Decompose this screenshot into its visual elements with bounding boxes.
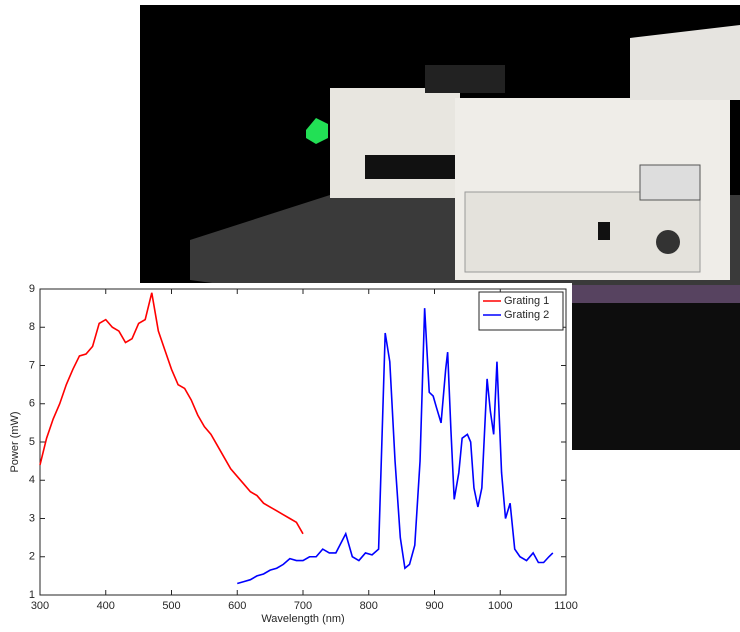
table-edge [560, 303, 740, 450]
brand-plate [365, 155, 457, 179]
series-line [39, 292, 304, 535]
fan [425, 65, 505, 93]
legend-label: Grating 2 [504, 309, 549, 321]
housing-left [330, 88, 460, 198]
x-tick-label: 300 [31, 600, 49, 612]
y-tick-label: 6 [29, 398, 35, 410]
y-tick-label: 2 [29, 551, 35, 563]
x-tick-label: 900 [425, 600, 443, 612]
legend-label: Grating 1 [504, 295, 549, 307]
x-tick-label: 400 [97, 600, 115, 612]
y-tick-label: 7 [29, 359, 35, 371]
label-plate [639, 164, 701, 201]
x-axis-label: Wavelength (nm) [261, 613, 344, 625]
y-axis-label: Power (mW) [9, 411, 21, 472]
y-tick-label: 1 [29, 589, 35, 601]
x-tick-label: 1100 [554, 600, 578, 612]
green-light [306, 118, 328, 144]
x-tick-label: 800 [360, 600, 378, 612]
y-tick-label: 8 [29, 321, 35, 333]
legend-box [478, 291, 564, 331]
y-tick-label: 3 [29, 512, 35, 524]
panel [464, 191, 701, 273]
y-tick-label: 9 [29, 283, 35, 295]
y-tick-label: 4 [29, 474, 35, 486]
plot-area [39, 288, 567, 596]
glow [560, 285, 740, 303]
housing-back [630, 25, 740, 100]
x-tick-label: 1000 [488, 600, 512, 612]
connector [656, 230, 680, 254]
switch [598, 222, 610, 240]
y-tick-label: 5 [29, 436, 35, 448]
x-tick-label: 500 [162, 600, 180, 612]
x-tick-label: 600 [228, 600, 246, 612]
series-line [237, 308, 554, 585]
x-tick-label: 700 [294, 600, 312, 612]
